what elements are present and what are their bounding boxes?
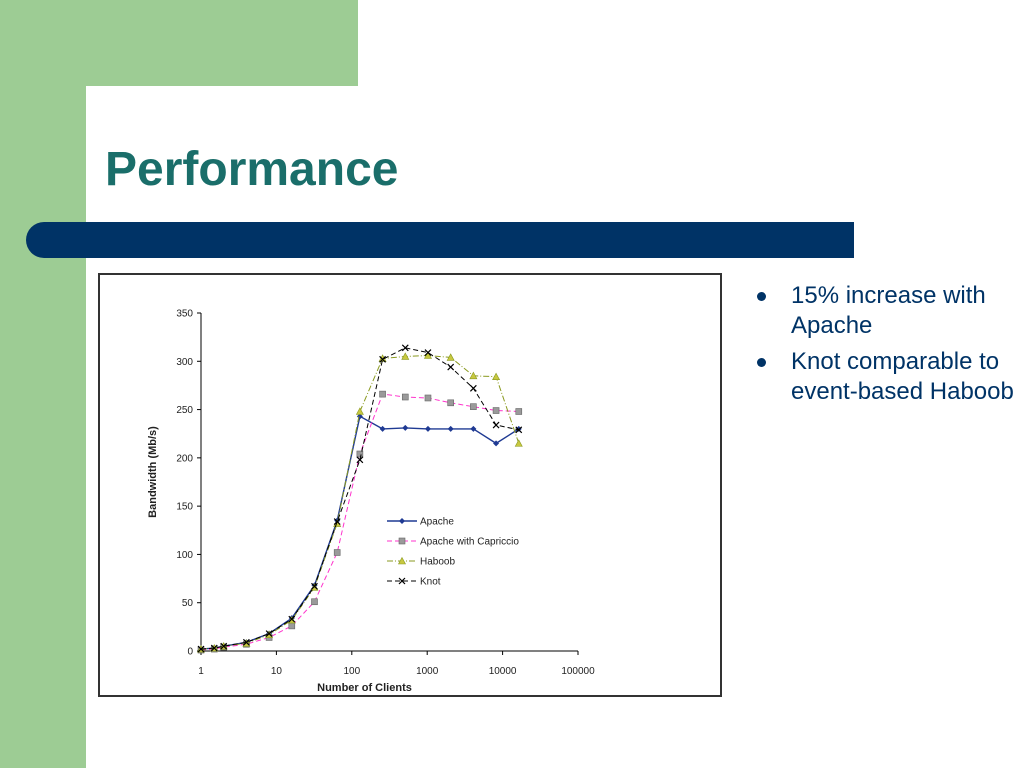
bullet-dot-icon [757, 292, 766, 301]
data-point-apache [447, 425, 454, 432]
title-underline-bar [26, 222, 854, 258]
data-point-apache-with-capriccio [379, 390, 386, 398]
legend-marker-apache-with-capriccio [398, 537, 406, 545]
data-point-knot [210, 644, 218, 652]
bullet-dot-icon [757, 358, 766, 367]
legend-label-apache-with-capriccio: Apache with Capriccio [420, 537, 519, 548]
data-point-haboob [401, 352, 410, 360]
x-tick-label: 1000 [416, 666, 439, 677]
bandwidth-chart: 0 50 100 150 200 250 300 350 1 10 100 1000 10000 1000… [147, 309, 595, 695]
data-point-apache-with-capriccio [401, 393, 409, 401]
data-point-knot [220, 642, 228, 650]
y-tick-label: 100 [176, 550, 193, 561]
data-point-apache-with-capriccio [470, 403, 477, 410]
data-point-knot [379, 355, 387, 363]
data-point-knot [356, 456, 364, 464]
y-tick-label: 250 [176, 405, 193, 416]
data-point-apache [470, 425, 477, 432]
data-point-apache [379, 425, 386, 432]
data-point-apache [402, 424, 409, 431]
data-point-apache-with-capriccio [311, 598, 318, 606]
y-tick-label: 300 [176, 357, 193, 368]
data-point-haboob [355, 407, 364, 415]
data-point-apache-with-capriccio [447, 399, 454, 407]
data-point-knot [469, 384, 477, 392]
x-tick-label: 100 [343, 666, 360, 677]
data-point-knot [492, 421, 500, 429]
top-accent-band [0, 0, 358, 86]
x-tick-label: 10 [271, 666, 283, 677]
side-accent-band [0, 0, 86, 768]
data-point-knot [311, 582, 318, 590]
y-tick-label: 50 [182, 598, 194, 609]
data-point-apache-with-capriccio [333, 549, 341, 556]
bullet-text: 15% increase with Apache [791, 282, 986, 339]
y-tick-label: 150 [176, 502, 193, 513]
data-point-haboob [423, 351, 432, 359]
data-point-haboob [514, 439, 523, 447]
series-line-knot [200, 347, 519, 650]
y-tick-label: 0 [187, 647, 193, 658]
x-axis-label: Number of Clients [317, 682, 412, 694]
data-point-apache-with-capriccio [288, 622, 296, 630]
y-tick-label: 350 [176, 309, 193, 320]
data-point-haboob [492, 372, 501, 381]
data-point-knot [447, 363, 455, 371]
bullet-item: Knot comparable to event-based Haboob [752, 347, 1020, 407]
legend-marker-haboob [397, 556, 407, 565]
data-point-knot [197, 645, 205, 653]
series-line-apache-with-capriccio [200, 393, 519, 651]
data-point-apache-with-capriccio [492, 407, 500, 414]
bullet-item: 15% increase with Apache [752, 281, 1020, 341]
legend-marker-apache [399, 518, 405, 524]
x-tick-label: 100000 [561, 666, 595, 677]
data-point-knot [515, 426, 523, 434]
data-point-apache-with-capriccio [356, 450, 364, 458]
legend-marker-knot [398, 577, 406, 585]
legend-label-haboob: Haboob [420, 557, 455, 568]
data-point-knot [424, 349, 432, 357]
data-point-apache [493, 440, 500, 447]
data-point-haboob [469, 371, 478, 380]
legend-label-knot: Knot [420, 577, 441, 588]
data-point-apache [424, 425, 431, 432]
series-line-haboob [200, 354, 520, 650]
bullet-list: 15% increase with Apache Knot comparable… [752, 281, 1020, 413]
data-point-knot [401, 344, 409, 352]
chart-frame: 0 50 100 150 200 250 300 350 1 10 100 1000 10000 1000… [98, 273, 722, 697]
bullet-text: Knot comparable to event-based Haboob [791, 348, 1014, 405]
data-point-knot [265, 630, 273, 638]
data-point-knot [333, 518, 341, 526]
x-tick-label: 1 [198, 666, 204, 677]
data-point-haboob [446, 353, 455, 361]
data-point-apache-with-capriccio [515, 408, 523, 415]
data-point-knot [242, 638, 250, 646]
y-axis-label: Bandwidth (Mb/s) [147, 426, 159, 518]
data-point-apache [515, 425, 522, 432]
legend-label-apache: Apache [420, 517, 454, 528]
slide-title: Performance [105, 143, 399, 196]
y-tick-label: 200 [176, 453, 193, 464]
data-point-knot [288, 615, 296, 623]
data-point-apache-with-capriccio [424, 394, 432, 402]
x-tick-label: 10000 [489, 666, 517, 677]
